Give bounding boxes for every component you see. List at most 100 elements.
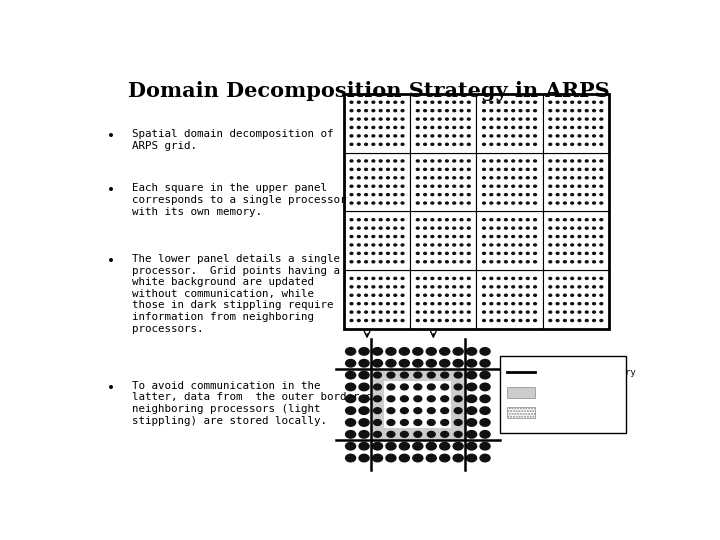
Circle shape — [505, 278, 508, 280]
Circle shape — [374, 408, 382, 414]
Circle shape — [534, 235, 536, 238]
Circle shape — [350, 294, 353, 296]
Circle shape — [372, 252, 375, 254]
Circle shape — [446, 227, 449, 229]
Circle shape — [350, 101, 353, 103]
Circle shape — [372, 118, 375, 120]
Circle shape — [585, 135, 588, 137]
Circle shape — [512, 135, 515, 137]
Circle shape — [505, 320, 508, 321]
Circle shape — [505, 118, 508, 120]
Circle shape — [386, 454, 396, 462]
Circle shape — [490, 286, 492, 288]
Circle shape — [357, 294, 360, 296]
Circle shape — [482, 244, 485, 246]
Circle shape — [519, 302, 522, 305]
Circle shape — [453, 311, 456, 313]
Circle shape — [534, 227, 536, 229]
Circle shape — [600, 244, 603, 246]
Circle shape — [423, 320, 426, 321]
Circle shape — [387, 408, 395, 414]
Circle shape — [379, 286, 382, 288]
Circle shape — [413, 454, 423, 462]
Circle shape — [571, 302, 574, 305]
Circle shape — [453, 168, 456, 171]
Circle shape — [431, 294, 433, 296]
Circle shape — [482, 311, 485, 313]
Circle shape — [512, 302, 515, 305]
Circle shape — [498, 311, 500, 313]
Circle shape — [446, 177, 449, 179]
Circle shape — [365, 118, 367, 120]
Circle shape — [401, 202, 404, 204]
Circle shape — [467, 383, 477, 390]
Circle shape — [438, 261, 441, 263]
Circle shape — [387, 118, 390, 120]
Circle shape — [379, 110, 382, 112]
Circle shape — [346, 360, 356, 367]
Circle shape — [346, 430, 356, 438]
Circle shape — [446, 278, 449, 280]
Circle shape — [578, 235, 581, 238]
Circle shape — [346, 348, 356, 355]
Circle shape — [423, 110, 426, 112]
Circle shape — [441, 420, 449, 426]
Circle shape — [431, 202, 433, 204]
Circle shape — [401, 294, 404, 296]
Circle shape — [593, 227, 595, 229]
Circle shape — [534, 261, 536, 263]
Circle shape — [571, 294, 574, 296]
Circle shape — [423, 235, 426, 238]
Circle shape — [379, 177, 382, 179]
Circle shape — [460, 244, 463, 246]
Circle shape — [372, 360, 382, 367]
Circle shape — [498, 278, 500, 280]
Circle shape — [490, 110, 492, 112]
Circle shape — [431, 227, 433, 229]
Circle shape — [394, 311, 397, 313]
Bar — [410, 94, 477, 153]
Circle shape — [400, 395, 410, 402]
Circle shape — [413, 383, 423, 390]
Circle shape — [498, 135, 500, 137]
Circle shape — [585, 160, 588, 162]
Circle shape — [372, 395, 382, 402]
Circle shape — [387, 384, 395, 390]
Circle shape — [460, 286, 463, 288]
Circle shape — [467, 278, 470, 280]
Circle shape — [423, 194, 426, 195]
Circle shape — [426, 407, 436, 414]
Circle shape — [453, 348, 463, 355]
Circle shape — [480, 348, 490, 355]
Circle shape — [556, 118, 559, 120]
Circle shape — [387, 194, 390, 195]
Circle shape — [428, 384, 435, 390]
Circle shape — [534, 135, 536, 137]
Circle shape — [401, 168, 404, 171]
Circle shape — [438, 219, 441, 221]
Circle shape — [357, 252, 360, 254]
Circle shape — [505, 101, 508, 103]
Circle shape — [519, 235, 522, 238]
Circle shape — [413, 395, 423, 402]
Circle shape — [600, 261, 603, 263]
Circle shape — [374, 384, 382, 390]
Circle shape — [564, 160, 566, 162]
Circle shape — [519, 177, 522, 179]
Circle shape — [416, 252, 419, 254]
Circle shape — [387, 396, 395, 402]
Circle shape — [446, 244, 449, 246]
Circle shape — [438, 110, 441, 112]
Circle shape — [387, 202, 390, 204]
Circle shape — [357, 261, 360, 263]
Circle shape — [416, 286, 419, 288]
Circle shape — [365, 235, 367, 238]
Circle shape — [534, 252, 536, 254]
Circle shape — [423, 202, 426, 204]
Circle shape — [372, 418, 382, 426]
Circle shape — [350, 143, 353, 145]
Circle shape — [379, 302, 382, 305]
Circle shape — [394, 126, 397, 129]
Circle shape — [480, 372, 490, 379]
Circle shape — [549, 168, 552, 171]
